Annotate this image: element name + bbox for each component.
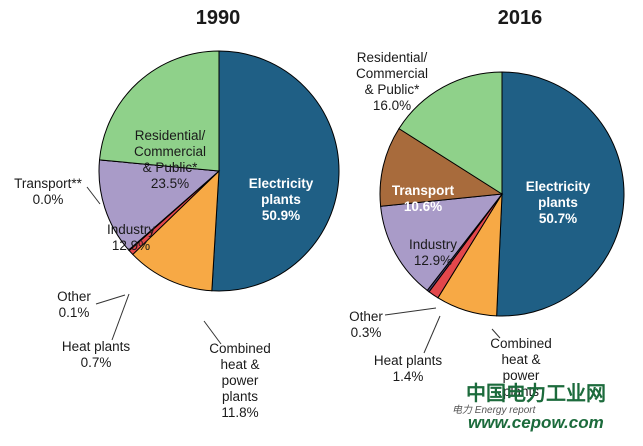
label-1990-heat-plants: Heat plants 0.7% (62, 339, 131, 370)
chart-title-2016: 2016 (498, 7, 543, 29)
pie-2016-slice-electricity-plants (496, 71, 625, 317)
label-2016-heat-plants-leader (423, 315, 441, 354)
label-1990-transport-leader (86, 186, 101, 205)
slice-labels: Electricity plants 50.9% Combined heat & powe… (14, 50, 591, 420)
label-1990-residential-commercial-public: Residential/Commercial & Public* 23.5% (134, 128, 206, 191)
label-2016-heat-plants: Heat plants 1.4% (374, 353, 443, 384)
label-1990-combined-heat-power-plants-leader (203, 320, 222, 345)
pie-2016 (379, 71, 625, 317)
label-1990-industry: Industry 12.9% (107, 222, 155, 253)
pie-2016-slice-industry (380, 193, 504, 292)
pie-1990-slice-residential-commercial-public (98, 50, 220, 172)
label-1990-electricity-plants: Electricity plants 50.9% (249, 176, 314, 223)
chart-title-1990: 1990 (196, 7, 241, 29)
watermark-site-url: www.cepow.com (468, 413, 604, 432)
label-1990-other: Other 0.1% (57, 289, 91, 320)
label-2016-combined-heat-power-plants: Combined heat & power plants (490, 336, 552, 399)
label-2016-other: Other 0.3% (349, 309, 383, 340)
pie-2016-slice-transport (379, 127, 504, 207)
pie-2016-slice-residential-commercial-public (398, 71, 503, 195)
label-1990-transport: Transport** 0.0% (14, 176, 83, 207)
label-2016-electricity-plants: Electricity plants 50.7% (526, 179, 591, 226)
watermark-small: 电力 Energy report (452, 404, 537, 416)
label-2016-other-leader (384, 307, 437, 316)
label-1990-combined-heat-power-plants: Combined heat & power plants 11.8% (209, 341, 271, 420)
pie-1990-slice-electricity-plants (211, 50, 340, 292)
watermark: 中国电力工业网 www.cepow.com 电力 Energy report (452, 381, 606, 432)
pie-1990-slice-combined-heat-power-plants (132, 169, 220, 292)
label-2016-combined-heat-power-plants-leader (491, 328, 501, 339)
label-1990-heat-plants-leader (111, 293, 130, 341)
watermark-site-cn: 中国电力工业网 (466, 381, 606, 405)
label-2016-transport: Transport 10.6% (392, 183, 455, 214)
pie-1990 (98, 50, 340, 292)
label-2016-industry: Industry 12.9% (409, 237, 457, 268)
pie-1990-slice-industry (98, 159, 221, 251)
label-1990-other-leader (95, 294, 126, 305)
label-2016-residential-commercial-public: Residential/Commercial & Public* 16.0% (356, 50, 428, 113)
